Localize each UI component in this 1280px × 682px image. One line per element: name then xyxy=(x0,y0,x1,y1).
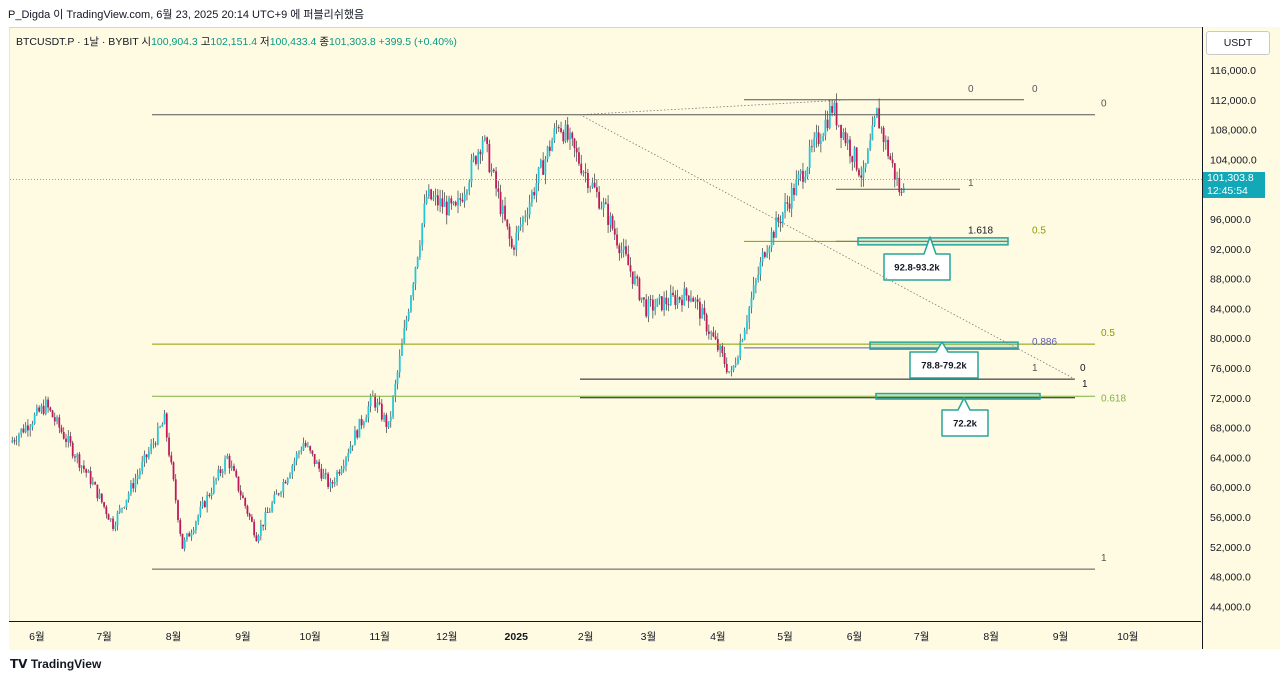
close-label: 종 xyxy=(319,36,329,48)
symbol-bar: BTCUSDT.P · 1날 · BYBIT 시100,904.3 고102,1… xyxy=(16,34,457,49)
high-value: 102,151.4 xyxy=(210,36,258,48)
countdown: 12:45:54 xyxy=(1207,185,1248,197)
last-price-value: 101,303.8 xyxy=(1207,172,1254,184)
brand-label: TradingView xyxy=(30,657,102,671)
time-axis[interactable] xyxy=(9,621,1201,650)
price-axis[interactable] xyxy=(1202,27,1280,649)
high-label: 고 xyxy=(200,36,211,48)
low-value: 100,433.4 xyxy=(269,36,317,48)
open-value: 100,904.3 xyxy=(151,36,198,48)
symbol-name[interactable]: BTCUSDT.P · 1날 · BYBIT xyxy=(16,36,139,48)
low-label: 저 xyxy=(260,36,270,48)
logo-icon: 𝗧𝗩 xyxy=(10,657,31,671)
last-price-tag: 101,303.8 12:45:54 xyxy=(1203,172,1265,198)
open-label: 시 xyxy=(141,36,152,48)
close-value: 101,303.8 xyxy=(329,36,376,48)
publish-line: P_Digda 이 TradingView.com, 6월 23, 2025 2… xyxy=(8,9,365,21)
change-value: +399.5 (+0.40%) xyxy=(378,36,457,48)
chart-pane[interactable] xyxy=(9,27,1202,623)
tradingview-logo[interactable]: 𝗧𝗩 TradingView xyxy=(10,657,101,671)
currency-button[interactable]: USDT xyxy=(1206,31,1270,55)
